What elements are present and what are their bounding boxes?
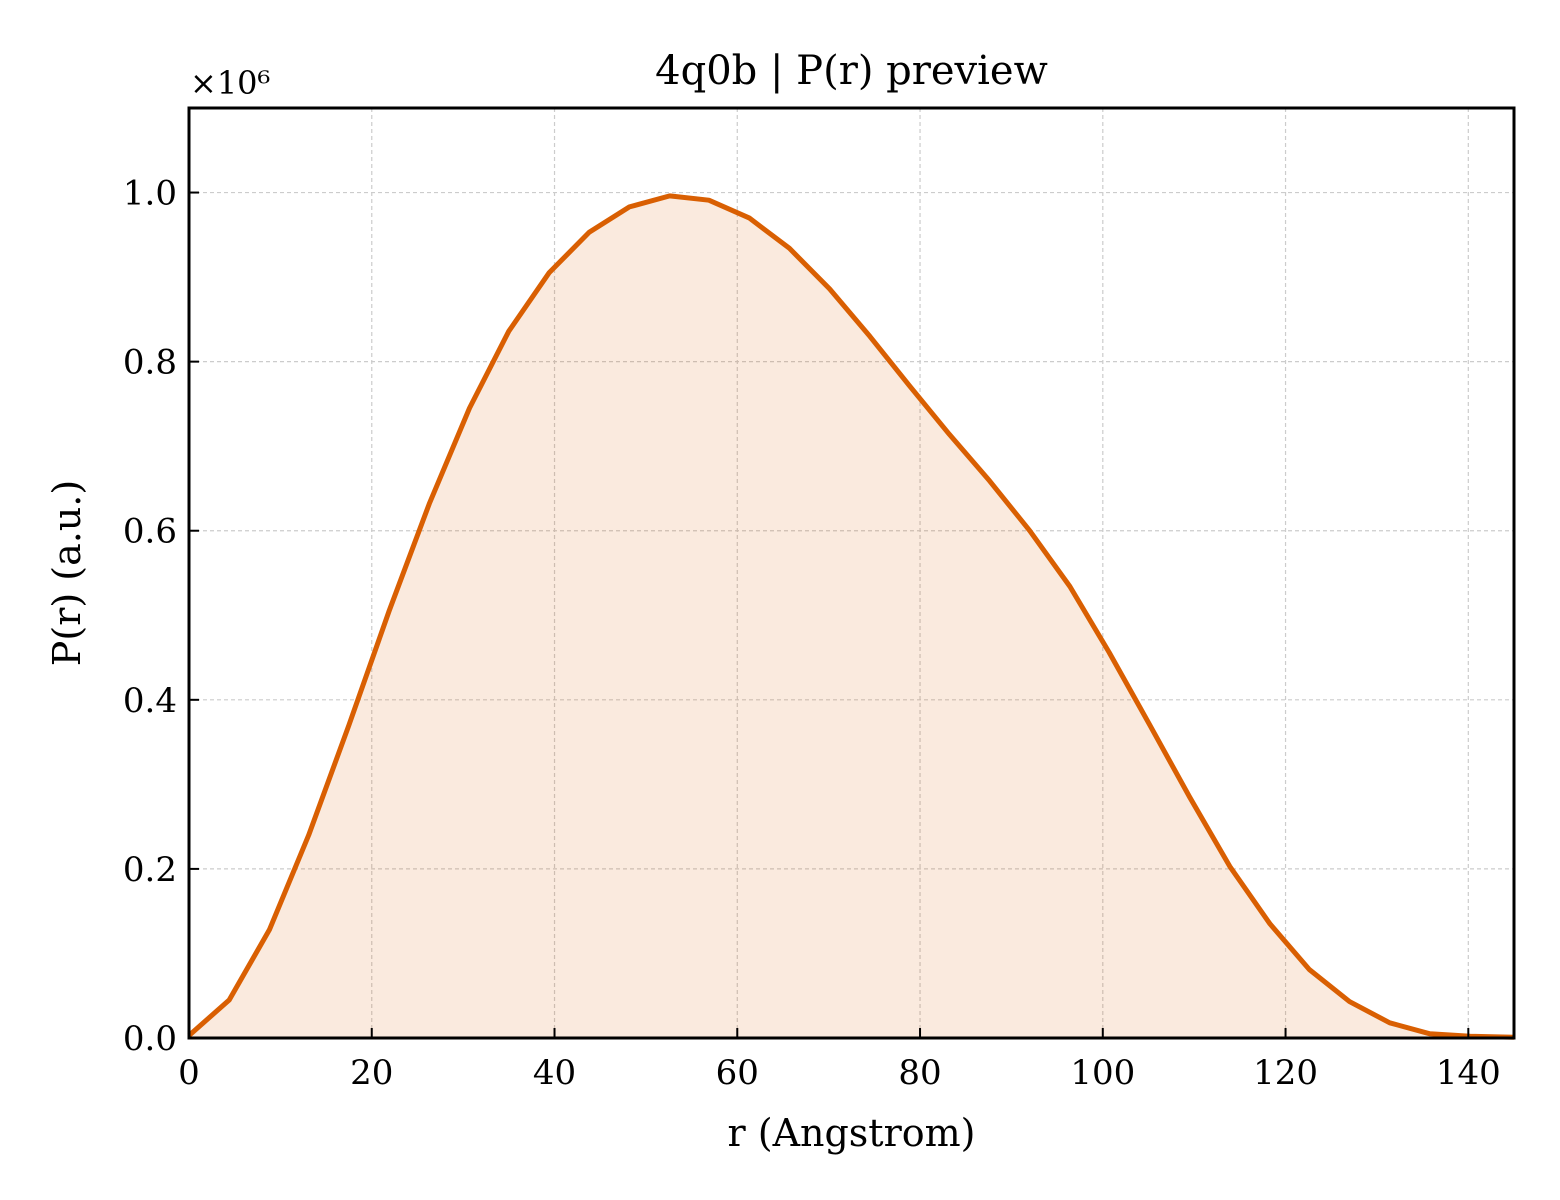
grid [189,108,1514,1038]
x-tick-label: 60 [716,1053,759,1093]
x-tick-label: 20 [350,1053,393,1093]
y-tick-label: 0.8 [123,343,177,383]
y-tick-label: 0.6 [123,512,177,552]
x-tick-label: 140 [1436,1053,1501,1093]
y-tick-label: 0.2 [123,850,177,890]
y-tick-label: 1.0 [123,174,177,214]
y-axis-label: P(r) (a.u.) [45,480,89,666]
series-area-fill [189,195,1514,1038]
x-axis-label: r (Angstrom) [728,1111,976,1155]
axis-ticks: 0 20 40 60 80 100 120 140 0.0 0.2 0.4 0.6 0.8 1.0 [123,174,1501,1093]
x-tick-label: 120 [1253,1053,1318,1093]
x-tick-label: 100 [1070,1053,1135,1093]
plot-frame [187,106,1516,1040]
y-axis-multiplier: ×10⁶ [190,64,270,102]
y-tick-label: 0.0 [123,1019,177,1059]
x-tick-label: 40 [533,1053,576,1093]
series-line [187,193,1515,1040]
chart-title: 4q0b | P(r) preview [655,48,1048,94]
x-tick-label: 80 [898,1053,941,1093]
y-tick-label: 0.4 [123,681,177,721]
x-tick-label: 0 [178,1053,200,1093]
